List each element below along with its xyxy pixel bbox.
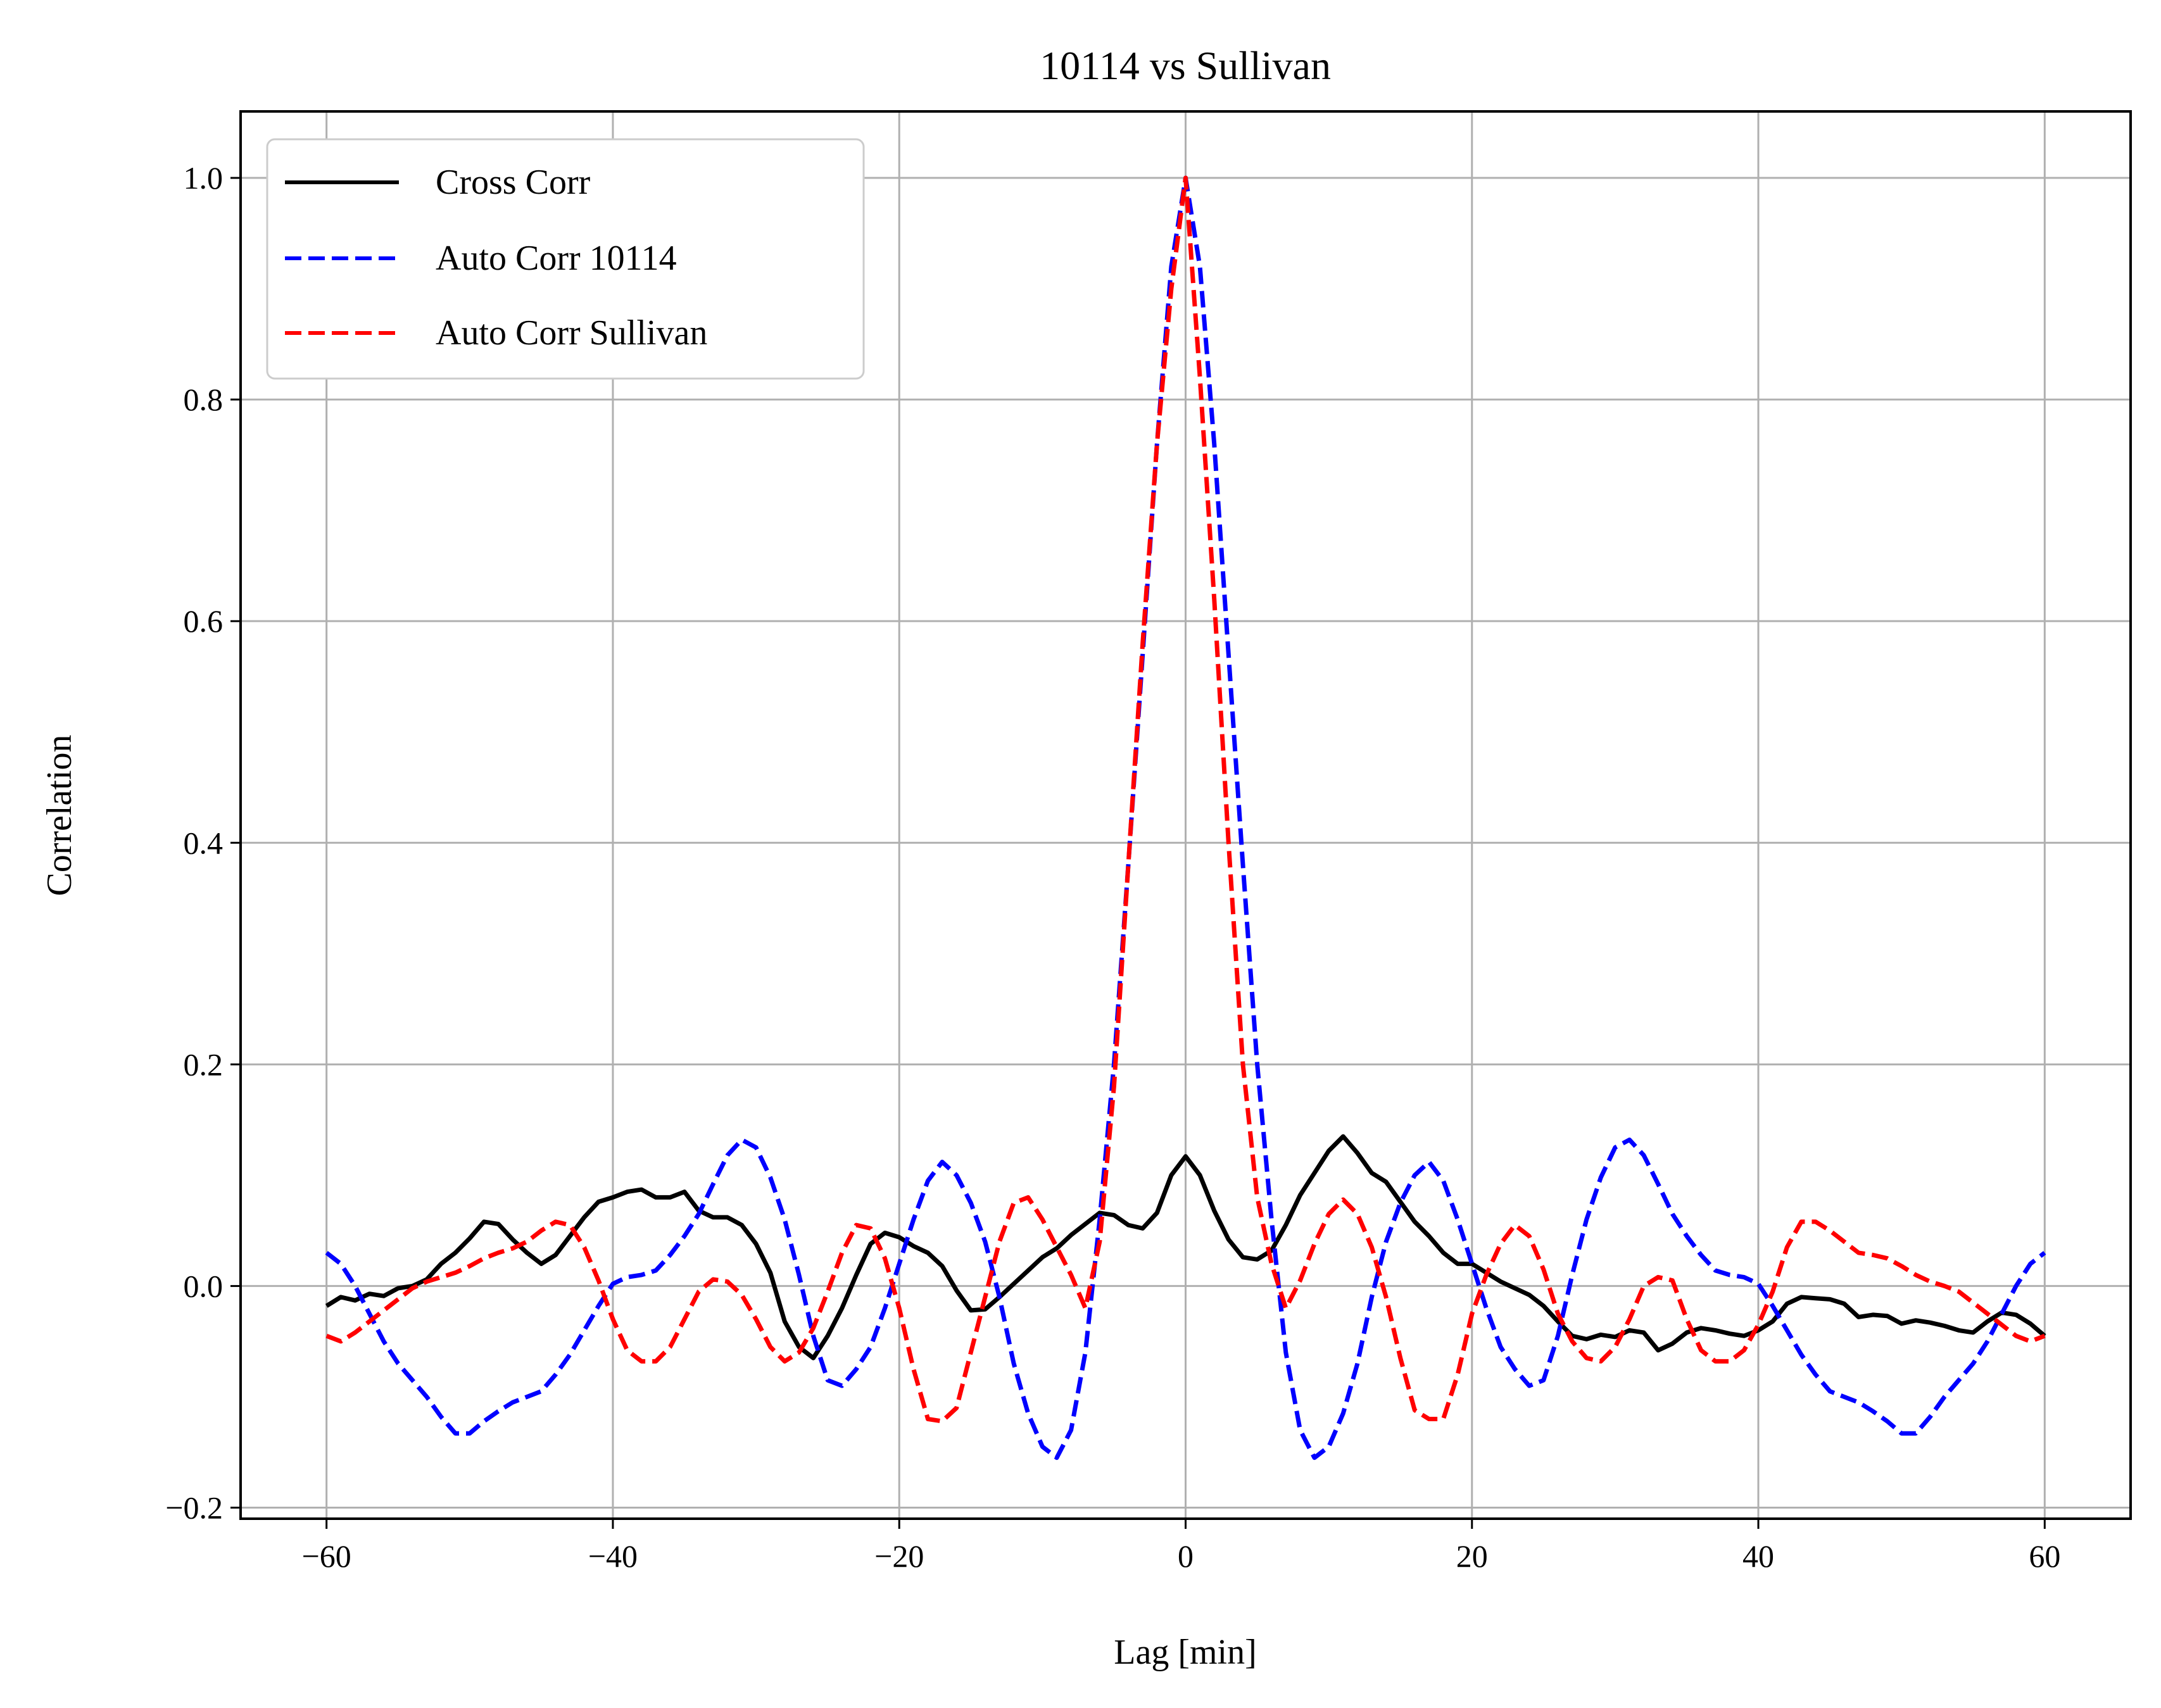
y-tick-label: 0.2 [184, 1046, 224, 1082]
x-tick-label: −20 [874, 1538, 924, 1574]
x-axis-label: Lag [min] [1114, 1633, 1256, 1672]
y-tick-label: 0.8 [184, 382, 224, 417]
y-tick-label: 0.4 [184, 825, 224, 860]
plot-area [325, 175, 2046, 1460]
y-tick-label: 1.0 [184, 160, 224, 196]
x-tick-label: 0 [1178, 1538, 1194, 1574]
x-tick-label: −40 [588, 1538, 638, 1574]
legend-label-cross-corr: Cross Corr [436, 163, 591, 202]
x-tick-label: 20 [1456, 1538, 1488, 1574]
series-line-cross-corr [325, 1134, 2046, 1360]
x-tick-label: −60 [302, 1538, 351, 1574]
y-tick-label: 0.6 [184, 603, 224, 639]
legend-label-auto-corr-sullivan: Auto Corr Sullivan [436, 313, 707, 353]
x-axis-ticks: −60 −40 −20 0 20 40 60 [302, 1519, 2060, 1574]
y-axis-label: Correlation [40, 734, 79, 896]
x-tick-label: 60 [2029, 1538, 2060, 1574]
series-lines [325, 175, 2046, 1460]
y-axis-ticks: −0.2 0.0 0.2 0.4 0.6 0.8 1.0 [165, 160, 241, 1525]
y-tick-label: −0.2 [165, 1490, 223, 1525]
legend-label-auto-corr-10114: Auto Corr 10114 [436, 239, 677, 278]
legend: Cross Corr Auto Corr 10114 Auto Corr Sul… [266, 138, 865, 380]
y-tick-label: 0.0 [184, 1268, 224, 1303]
x-tick-label: 40 [1742, 1538, 1774, 1574]
series-line-auto-corr-sullivan [325, 175, 2046, 1424]
legend-box [266, 138, 865, 380]
chart-title: 10114 vs Sullivan [1040, 43, 1331, 88]
